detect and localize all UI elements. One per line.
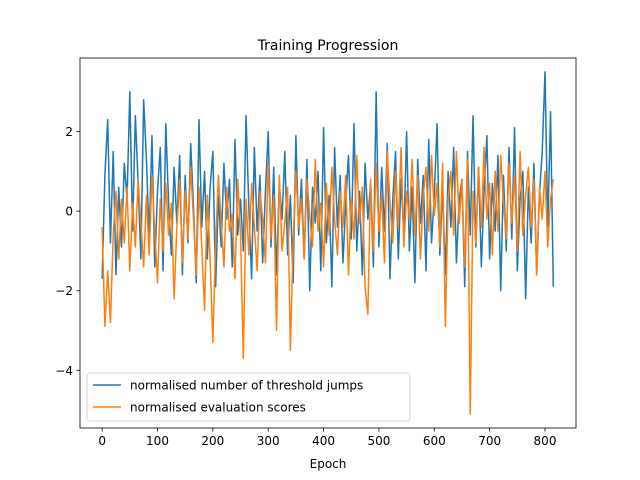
y-tick-label: −2 bbox=[55, 284, 73, 298]
x-tick-label: 700 bbox=[478, 434, 501, 448]
x-tick-label: 500 bbox=[367, 434, 390, 448]
legend-label-threshold-jumps: normalised number of threshold jumps bbox=[130, 379, 363, 393]
legend-box bbox=[86, 372, 411, 422]
x-tick-label: 300 bbox=[257, 434, 280, 448]
series-lines bbox=[101, 71, 555, 415]
y-axis-ticks: −4 −2 0 2 bbox=[55, 125, 80, 378]
chart-title: Training Progression bbox=[257, 38, 399, 54]
x-tick-label: 400 bbox=[312, 434, 335, 448]
series-line-evaluation-scores bbox=[101, 146, 555, 415]
x-tick-label: 100 bbox=[146, 434, 169, 448]
legend-label-evaluation-scores: normalised evaluation scores bbox=[130, 401, 306, 415]
x-tick-label: 800 bbox=[534, 434, 557, 448]
x-tick-label: 600 bbox=[423, 434, 446, 448]
x-axis-label: Epoch bbox=[310, 457, 347, 471]
y-tick-label: 0 bbox=[65, 205, 73, 219]
legend: normalised number of threshold jumps nor… bbox=[86, 372, 411, 422]
x-tick-label: 0 bbox=[98, 434, 106, 448]
x-axis-ticks: 0 100 200 300 400 500 600 700 800 bbox=[98, 428, 556, 448]
y-tick-label: −4 bbox=[55, 364, 73, 378]
x-tick-label: 200 bbox=[201, 434, 224, 448]
y-tick-label: 2 bbox=[65, 125, 73, 139]
plot-area-frame bbox=[79, 57, 577, 429]
